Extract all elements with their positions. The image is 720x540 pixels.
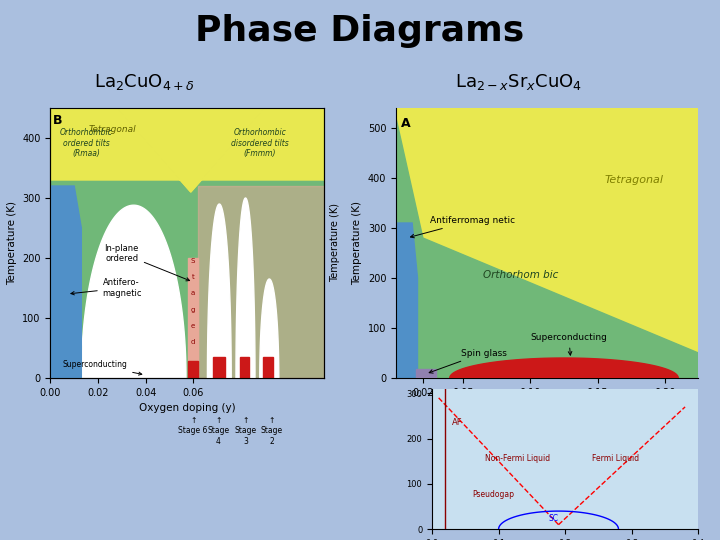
Polygon shape xyxy=(50,108,324,192)
Polygon shape xyxy=(50,108,324,192)
Polygon shape xyxy=(450,358,678,378)
Text: Superconducting: Superconducting xyxy=(63,360,142,375)
Text: g: g xyxy=(191,307,195,313)
Polygon shape xyxy=(396,223,418,378)
Y-axis label: Temperature (K): Temperature (K) xyxy=(352,201,362,285)
X-axis label: Sr doping (x): Sr doping (x) xyxy=(513,403,581,413)
Y-axis label: Temperature (K): Temperature (K) xyxy=(330,204,340,282)
Text: Tetragonal: Tetragonal xyxy=(604,175,663,185)
Text: Non-Fermi Liquid: Non-Fermi Liquid xyxy=(485,454,550,463)
Text: La$_2$CuO$_{4+\delta}$: La$_2$CuO$_{4+\delta}$ xyxy=(94,72,194,92)
Text: Fermi Liquid: Fermi Liquid xyxy=(592,454,639,463)
Text: Pseudogap: Pseudogap xyxy=(472,490,514,500)
Text: ↑
Stage
4: ↑ Stage 4 xyxy=(207,416,229,446)
Polygon shape xyxy=(50,108,324,378)
Text: La$_{2-x}$Sr$_x$CuO$_4$: La$_{2-x}$Sr$_x$CuO$_4$ xyxy=(455,72,582,92)
Polygon shape xyxy=(50,186,81,378)
Polygon shape xyxy=(236,198,255,378)
Polygon shape xyxy=(189,258,198,378)
Polygon shape xyxy=(81,205,186,378)
Y-axis label: Temperature (K): Temperature (K) xyxy=(6,201,17,285)
Text: Orthorhombic
disordered tilts
(Fmmm): Orthorhombic disordered tilts (Fmmm) xyxy=(231,128,289,158)
Text: Orthorhombic
ordered tilts
(Rmaa): Orthorhombic ordered tilts (Rmaa) xyxy=(60,128,112,158)
Polygon shape xyxy=(207,204,231,378)
Text: A: A xyxy=(401,117,411,130)
Text: Orthorhom bic: Orthorhom bic xyxy=(483,270,559,280)
Polygon shape xyxy=(396,118,698,378)
Polygon shape xyxy=(416,369,436,378)
Polygon shape xyxy=(240,357,249,378)
Polygon shape xyxy=(213,357,225,378)
Polygon shape xyxy=(198,186,324,378)
Polygon shape xyxy=(260,279,279,378)
Polygon shape xyxy=(189,361,198,378)
Text: SC: SC xyxy=(549,514,559,523)
Text: a: a xyxy=(191,291,195,296)
Text: ↑
Stage
2: ↑ Stage 2 xyxy=(261,416,283,446)
Text: Antiferromag netic: Antiferromag netic xyxy=(410,216,515,238)
Text: Spin glass: Spin glass xyxy=(429,348,506,373)
Polygon shape xyxy=(264,357,273,378)
Text: AF: AF xyxy=(452,418,463,427)
Text: S: S xyxy=(191,258,195,264)
Text: Phase Diagrams: Phase Diagrams xyxy=(195,14,525,48)
Text: In-plane
ordered: In-plane ordered xyxy=(104,244,189,281)
X-axis label: Oxygen doping (y): Oxygen doping (y) xyxy=(139,403,235,413)
Polygon shape xyxy=(396,108,698,378)
Text: Superconducting: Superconducting xyxy=(531,334,607,355)
Text: e: e xyxy=(191,323,195,329)
Text: ↑
Stage 6: ↑ Stage 6 xyxy=(179,416,208,435)
Text: Tetragonal: Tetragonal xyxy=(89,125,136,134)
Text: ↑
Stage
3: ↑ Stage 3 xyxy=(235,416,256,446)
Text: B: B xyxy=(53,114,62,127)
Text: t: t xyxy=(192,274,194,280)
Text: d: d xyxy=(191,339,195,345)
Text: Antifero-
magnetic: Antifero- magnetic xyxy=(71,278,143,298)
